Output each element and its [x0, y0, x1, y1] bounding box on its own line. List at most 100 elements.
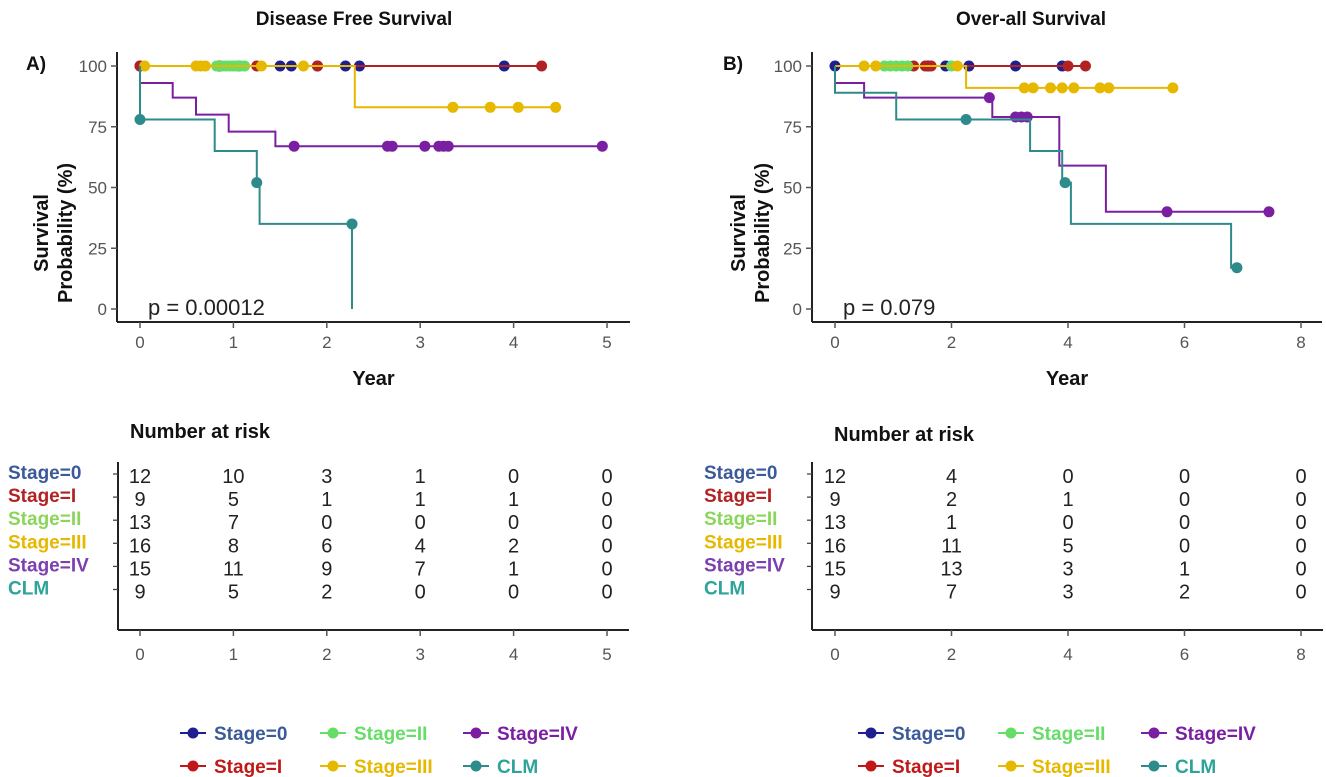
risk-row-label: Stage=III — [8, 532, 87, 553]
series-stage-iii — [139, 60, 562, 113]
risk-count: 0 — [1062, 512, 1073, 534]
series-clm — [134, 66, 358, 309]
x-tick-label: 0 — [830, 333, 839, 352]
risk-count: 4 — [946, 466, 957, 488]
risk-count: 0 — [508, 582, 519, 604]
risk-count: 1 — [1179, 558, 1190, 580]
risk-table-title: Number at risk — [130, 421, 271, 443]
risk-count: 0 — [508, 466, 519, 488]
risk-count: 0 — [1295, 512, 1306, 534]
risk-row-label: CLM — [704, 579, 745, 600]
y-axis-label-line2: Probability (%) — [752, 163, 774, 303]
risk-count: 2 — [508, 535, 519, 557]
x-tick-label: 2 — [947, 333, 956, 352]
survival-curve — [834, 66, 1237, 269]
censor-point — [386, 140, 398, 152]
legend-label: Stage=0 — [214, 724, 287, 745]
risk-count: 0 — [601, 558, 612, 580]
risk-row-label: Stage=IV — [8, 555, 89, 576]
risk-count: 3 — [321, 466, 332, 488]
legend-label: Stage=I — [892, 757, 960, 777]
x-tick-label: 8 — [1296, 333, 1305, 352]
risk-count: 11 — [941, 535, 962, 557]
censor-point — [1231, 262, 1243, 274]
risk-row-label: Stage=III — [704, 532, 783, 553]
risk-row-label: Stage=I — [704, 486, 772, 507]
x-tick-label: 0 — [135, 333, 144, 352]
risk-x-tick-label: 0 — [135, 645, 144, 664]
x-axis-label: Year — [1046, 368, 1088, 390]
legend-item: Stage=0 — [858, 724, 965, 745]
risk-count: 8 — [228, 535, 239, 557]
legend-left: Stage=0 Stage=II Stage=IV Stage=I Stage=III C… — [180, 724, 578, 777]
censor-point — [1027, 82, 1039, 94]
legend-marker — [187, 727, 199, 739]
censor-point — [550, 101, 562, 113]
y-tick-label: 100 — [79, 57, 107, 76]
risk-count: 1 — [321, 489, 332, 511]
censor-point — [1094, 82, 1106, 94]
risk-count: 0 — [601, 535, 612, 557]
risk-count: 0 — [1295, 535, 1306, 557]
risk-count: 5 — [228, 489, 239, 511]
legend-marker — [327, 760, 339, 772]
legend-label: Stage=II — [354, 724, 427, 745]
risk-count: 0 — [1179, 512, 1190, 534]
risk-count: 0 — [508, 512, 519, 534]
legend-marker — [1148, 727, 1160, 739]
risk-count: 15 — [129, 558, 151, 580]
legend-marker — [1005, 760, 1017, 772]
legend-label: Stage=I — [214, 757, 282, 777]
risk-count: 3 — [1062, 582, 1073, 604]
risk-row-label: CLM — [8, 579, 49, 600]
legend-item: Stage=0 — [180, 724, 287, 745]
risk-count: 2 — [946, 489, 957, 511]
censor-point — [442, 140, 454, 152]
risk-count: 9 — [829, 489, 840, 511]
censor-point — [960, 113, 972, 125]
x-tick-label: 3 — [415, 333, 424, 352]
censor-point — [1059, 177, 1071, 189]
survival-curve — [139, 66, 353, 309]
risk-count: 0 — [1295, 558, 1306, 580]
risk-count: 16 — [129, 535, 151, 557]
legend-item: Stage=II — [998, 724, 1105, 745]
legend-item: Stage=III — [320, 757, 433, 777]
risk-count: 0 — [1295, 582, 1306, 604]
risk-row-label: Stage=IV — [704, 555, 785, 576]
y-axis-label: Survival Probability (%) — [728, 163, 774, 303]
legend-item: Stage=I — [180, 757, 282, 777]
risk-x-tick-label: 2 — [947, 645, 956, 664]
censor-point — [134, 113, 146, 125]
risk-row-label: Stage=0 — [8, 463, 81, 484]
risk-count: 1 — [415, 466, 426, 488]
censor-point — [1045, 82, 1057, 94]
censor-point — [1103, 82, 1115, 94]
km-panel-disease-free: Disease Free Survival A) 0 25 50 75 100 0 1 2 3 4 5 Y… — [26, 9, 630, 390]
legend-label: Stage=III — [354, 757, 433, 777]
legend-label: Stage=IV — [497, 724, 578, 745]
y-axis-label-line1: Survival — [31, 194, 53, 272]
legend-item: CLM — [1141, 757, 1216, 777]
risk-count: 0 — [1062, 466, 1073, 488]
legend-marker — [865, 760, 877, 772]
y-tick-label: 75 — [783, 118, 802, 137]
risk-count: 0 — [1179, 489, 1190, 511]
risk-x-tick-label: 1 — [229, 645, 238, 664]
series-stage-iii — [835, 60, 1179, 94]
risk-count: 0 — [415, 582, 426, 604]
risk-count: 5 — [1062, 535, 1073, 557]
censor-point — [951, 60, 963, 72]
legend-item: Stage=II — [320, 724, 427, 745]
censor-point — [288, 140, 300, 152]
risk-count: 12 — [824, 466, 846, 488]
censor-point — [1167, 82, 1179, 94]
risk-count: 0 — [415, 512, 426, 534]
risk-x-tick-label: 4 — [1063, 645, 1072, 664]
risk-count: 11 — [223, 558, 244, 580]
censor-point — [297, 60, 309, 72]
survival-curve — [139, 66, 603, 148]
legend-label: Stage=III — [1032, 757, 1111, 777]
